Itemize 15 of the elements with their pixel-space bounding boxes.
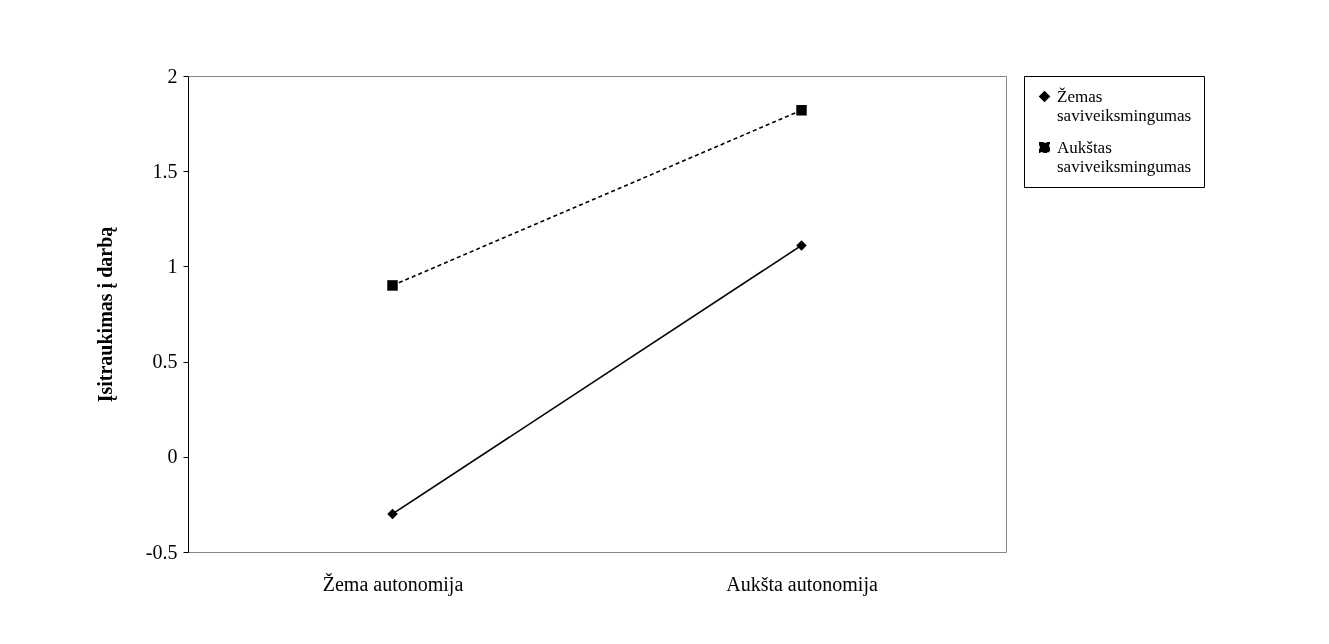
y-tick-label: 1.5 (152, 159, 178, 182)
x-tick-label: Aukšta autonomija (726, 572, 878, 596)
x-tick-label: Žema autonomija (322, 572, 464, 596)
y-tick-label: 0.5 (152, 350, 178, 373)
legend-label: Aukštas saviveiksmingumas (1057, 137, 1192, 176)
y-tick-label: -0.5 (145, 540, 178, 563)
y-tick-label: 0 (167, 445, 178, 468)
point (387, 280, 398, 291)
point (387, 508, 398, 520)
y-axis-title: Įsitraukimas į darbą (93, 226, 117, 403)
y-tick-label: 2 (167, 64, 178, 87)
legend-label: Žemas saviveiksmingumas (1057, 86, 1192, 125)
point (796, 105, 807, 116)
point (796, 240, 807, 251)
y-tick-label: 1 (167, 254, 178, 277)
